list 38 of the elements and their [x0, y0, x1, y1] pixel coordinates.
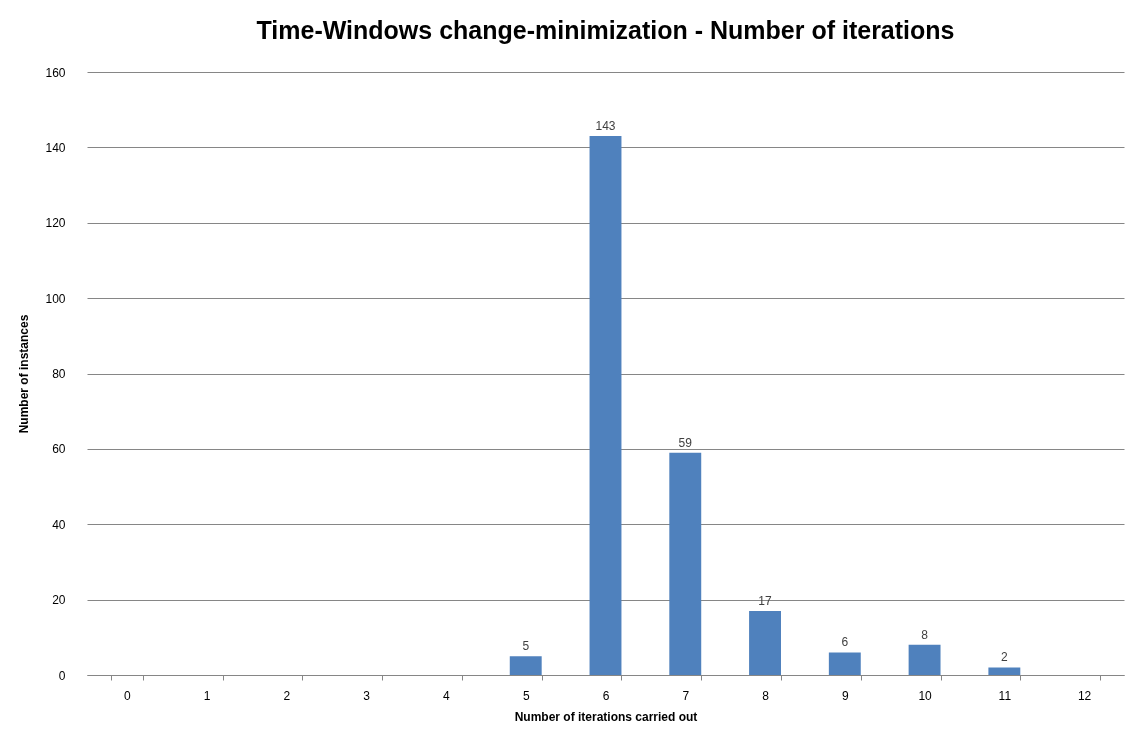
y-axis-title: Number of instances — [17, 314, 32, 434]
x-tick-label: 3 — [363, 688, 371, 703]
y-tick-label: 60 — [52, 442, 66, 457]
data-label: 5 — [522, 639, 530, 654]
y-tick-label: 120 — [45, 216, 66, 231]
bar — [589, 136, 622, 675]
y-tick-label: 40 — [52, 517, 66, 532]
bar — [749, 610, 781, 675]
data-label: 2 — [1001, 650, 1008, 665]
x-tick-label: 10 — [918, 688, 933, 703]
x-tick-label: 2 — [283, 688, 291, 703]
data-label: 59 — [678, 435, 693, 450]
data-label: 6 — [841, 635, 849, 650]
data-label: 143 — [595, 119, 616, 134]
y-tick-label: 80 — [52, 367, 66, 381]
y-tick-label: 0 — [58, 668, 66, 683]
y-tick-label: 100 — [45, 291, 66, 306]
x-tick-label: 12 — [1077, 688, 1092, 703]
bar — [828, 652, 861, 675]
bar — [669, 452, 702, 675]
chart-title: Time-Windows change-minimization - Number of iterations — [256, 16, 955, 44]
x-axis-title: Number of iterations carried out — [514, 709, 698, 724]
y-tick-label: 140 — [45, 140, 66, 155]
x-tick-label: 0 — [124, 688, 132, 703]
x-tick-label: 4 — [443, 688, 451, 703]
data-label: 8 — [921, 627, 929, 642]
x-tick-label: 6 — [602, 688, 610, 703]
bar — [908, 644, 941, 675]
x-tick-label: 9 — [841, 688, 849, 703]
y-tick-label: 160 — [45, 65, 66, 80]
x-tick-label: 5 — [522, 688, 530, 703]
y-tick-label: 20 — [52, 593, 66, 608]
x-tick-label: 11 — [998, 688, 1012, 703]
x-tick-label: 1 — [203, 688, 211, 703]
x-tick-label: 7 — [682, 688, 690, 703]
bar — [509, 656, 542, 675]
x-tick-label: 8 — [762, 688, 770, 703]
bar — [988, 667, 1021, 675]
